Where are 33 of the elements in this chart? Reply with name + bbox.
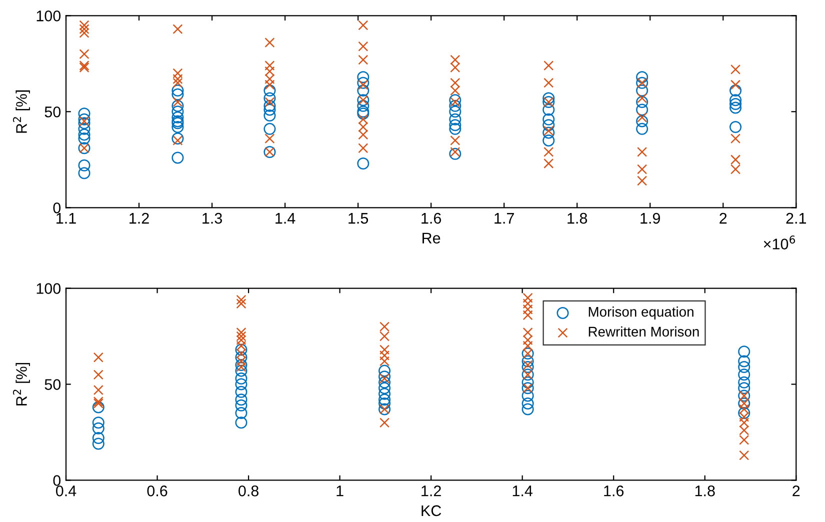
x-tick-label: 2.1 xyxy=(786,212,806,224)
y-tick-label: 0 xyxy=(53,202,61,214)
x-tick-label: 2 xyxy=(792,486,800,496)
x-tick-label: 1.4 xyxy=(512,486,532,496)
y-tick-label: 0 xyxy=(53,475,61,486)
y-tick-label: 100 xyxy=(36,283,61,294)
x-tick-label: 1.6 xyxy=(422,212,442,224)
x-tick-label: 1.3 xyxy=(202,212,222,224)
x-tick-label: 1.6 xyxy=(604,486,624,496)
x-tick-label: 2 xyxy=(720,212,727,224)
x-tick-label: 0.6 xyxy=(147,486,168,496)
text: ×10$^{6}$ xyxy=(764,236,796,250)
legend-label: Morison equation xyxy=(588,306,694,320)
x-tick-label: 1.5 xyxy=(348,213,368,224)
x-axis-title: Re xyxy=(422,232,440,244)
y-tick-label: 100 xyxy=(36,10,61,22)
x-tick-label: 1.1 xyxy=(56,213,76,224)
x-axis-title: KC xyxy=(422,505,442,516)
x-tick-label: 1.7 xyxy=(494,213,514,224)
x-tick-label: 1.8 xyxy=(695,486,715,496)
y-axis-title: R$^{2}$ [%] xyxy=(12,90,30,133)
y-axis-title: R$^{2}$ [%] xyxy=(12,363,30,406)
y-tick-label: 50 xyxy=(44,106,61,118)
x-tick-label: 1.8 xyxy=(568,212,588,224)
y-tick-label: 50 xyxy=(44,379,61,390)
x-tick-label: 1.2 xyxy=(422,486,441,496)
x-tick-label: 0.4 xyxy=(56,486,76,496)
x-tick-label: 1.2 xyxy=(130,212,149,224)
legend-label: Rewritten Morison xyxy=(588,326,699,337)
x-tick-label: 1 xyxy=(336,486,344,496)
x-tick-label: 1.4 xyxy=(276,213,296,224)
x-tick-label: 0.8 xyxy=(238,486,258,496)
x-tick-label: 1.9 xyxy=(640,212,660,224)
